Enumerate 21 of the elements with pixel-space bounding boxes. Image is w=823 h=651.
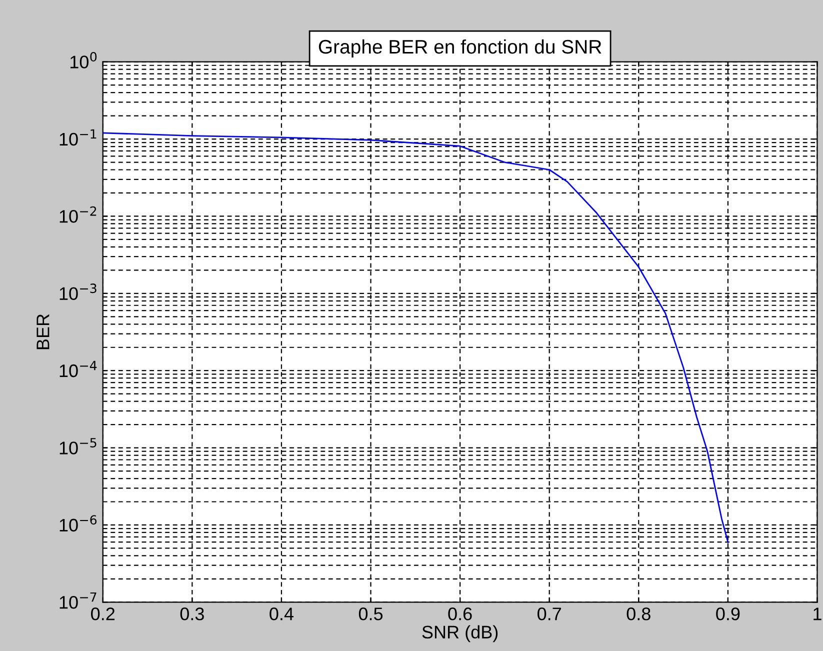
y-tick-label: 10$^{−3}$ [60,284,96,300]
y-axis-title: BER [36,314,50,350]
chart-title: Graphe BER en fonction du SNR [318,39,602,58]
y-tick-label: 10$^{−2}$ [60,206,96,223]
x-tick-label: 0.5 [358,608,383,620]
y-tick-label: 10$^{−1}$ [60,129,96,146]
y-tick-label: 10$^{0}$ [70,52,97,68]
y-tick-label: 10$^{−4}$ [60,360,97,378]
y-tick-label: 10$^{−6}$ [60,515,97,532]
x-tick-label: 1 [814,608,822,620]
x-tick-label: 0.7 [538,608,561,620]
x-tick-label: 0.2 [91,608,115,620]
x-tick-label: 0.8 [626,608,650,620]
x-tick-label: 0.4 [270,608,294,620]
x-tick-label: 0.3 [180,608,204,620]
y-tick-label: 10$^{−7}$ [60,592,96,609]
x-tick-label: 0.9 [716,608,740,620]
x-axis-title: SNR (dB) [422,625,498,642]
x-tick-label: 0.6 [448,608,472,620]
y-tick-label: 10$^{−5}$ [60,438,96,454]
line-series [102,132,729,543]
